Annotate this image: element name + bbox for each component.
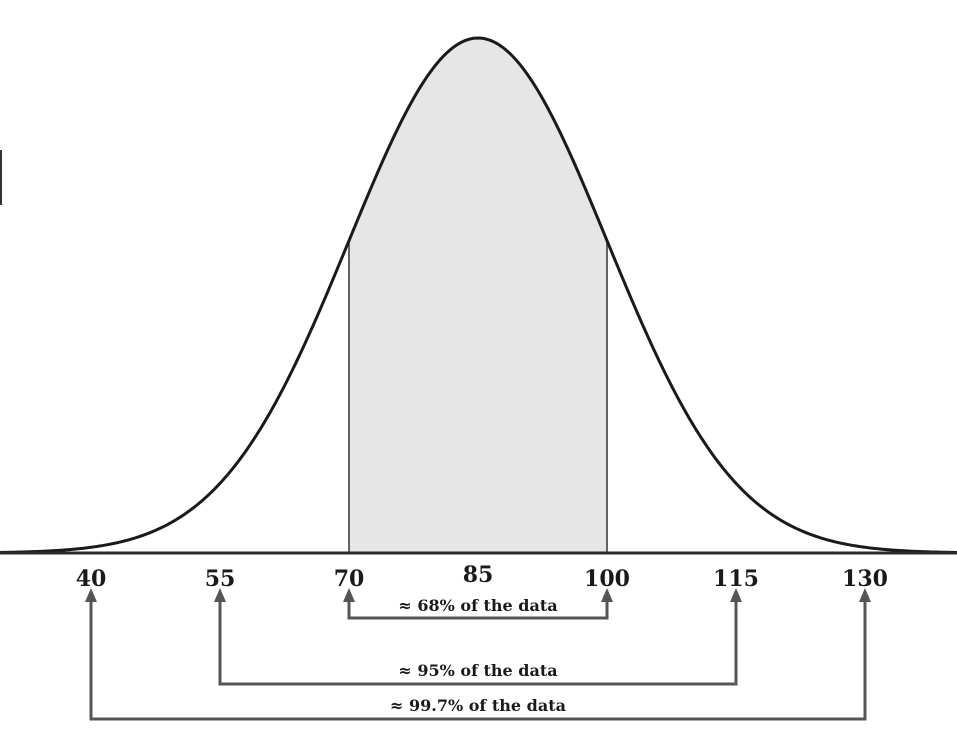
interval-label-2: ≈ 95% of the data xyxy=(398,661,557,680)
interval-bracket-1: ≈ 68% of the data xyxy=(343,588,613,620)
arrowhead-left xyxy=(214,588,226,602)
bell-curve xyxy=(0,36,957,554)
tick-label-40: 40 xyxy=(76,566,107,592)
interval-label-3: ≈ 99.7% of the data xyxy=(390,696,566,715)
plot-area xyxy=(0,36,957,555)
tick-labels: 40 55 70 85 100 115 130 xyxy=(76,562,888,592)
bracket-line xyxy=(347,600,609,620)
tick-label-85: 85 xyxy=(463,562,494,588)
arrowhead-right xyxy=(859,588,871,602)
bracket-line xyxy=(218,600,738,686)
arrowhead-right xyxy=(730,588,742,602)
arrowhead-right xyxy=(601,588,613,602)
tick-label-70: 70 xyxy=(334,566,365,592)
shaded-region-68 xyxy=(349,38,607,553)
arrowhead-left xyxy=(85,588,97,602)
interval-brackets: ≈ 68% of the data ≈ 95% of the data ≈ 99.7… xyxy=(85,588,871,721)
interval-bracket-2: ≈ 95% of the data xyxy=(214,588,742,686)
tick-label-115: 115 xyxy=(713,566,759,592)
interval-bracket-3: ≈ 99.7% of the data xyxy=(85,588,871,721)
tick-label-55: 55 xyxy=(205,566,236,592)
tick-label-130: 130 xyxy=(842,566,888,592)
bracket-line xyxy=(89,600,867,721)
interval-label-1: ≈ 68% of the data xyxy=(398,596,557,615)
tick-label-100: 100 xyxy=(584,566,630,592)
arrowhead-left xyxy=(343,588,355,602)
